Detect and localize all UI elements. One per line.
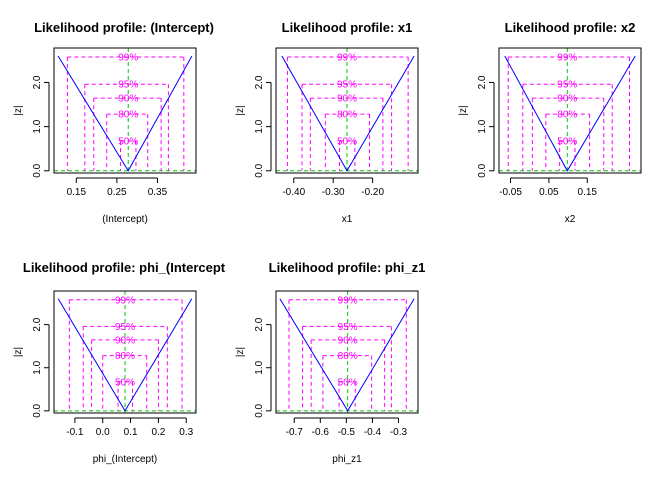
x-tick-label: -0.6 <box>312 427 330 438</box>
profile-line <box>504 55 636 172</box>
y-axis-label: |z| <box>13 347 24 357</box>
x-tick-label: -0.1 <box>66 427 84 438</box>
plot-frame <box>53 47 197 174</box>
x-tick-label: 0.2 <box>151 427 165 438</box>
y-tick-label: 2.0 <box>477 75 488 89</box>
x-tick-label: -0.40 <box>282 187 305 198</box>
y-tick-label: 0.0 <box>32 403 43 417</box>
profile-line <box>57 55 193 172</box>
level-label: 99% <box>557 53 577 64</box>
y-tick-label: 2.0 <box>254 317 265 331</box>
plot-frame <box>53 290 197 414</box>
y-tick-label: 1.0 <box>254 119 265 133</box>
x-tick-label: 0.15 <box>67 187 87 198</box>
level-label: 95% <box>337 80 357 91</box>
y-tick-label: 1.0 <box>477 119 488 133</box>
level-label: 80% <box>338 351 358 362</box>
level-label: 80% <box>337 110 357 121</box>
level-label: 80% <box>118 110 138 121</box>
x-tick-label: -0.05 <box>499 187 522 198</box>
y-tick-label: 1.0 <box>254 360 265 374</box>
x-tick-label: 0.05 <box>539 187 559 198</box>
level-label: 95% <box>338 322 358 333</box>
y-tick-label: 0.0 <box>477 163 488 177</box>
level-label: 99% <box>337 53 357 64</box>
chart-panel-4: Likelihood profile: phi_(Intercept 50% 80%… <box>13 260 226 465</box>
x-tick-label: -0.3 <box>390 427 408 438</box>
x-tick-label: 0.15 <box>578 187 598 198</box>
x-tick-label: 0.1 <box>124 427 138 438</box>
x-tick-label: -0.7 <box>286 427 304 438</box>
y-tick-label: 1.0 <box>32 119 43 133</box>
x-tick-label: 0.35 <box>148 187 168 198</box>
y-tick-label: 2.0 <box>32 317 43 331</box>
plot-area: 50% 80% 90% 95% 99% <box>54 291 196 413</box>
y-tick-label: 2.0 <box>254 75 265 89</box>
x-axis-label: x1 <box>342 214 353 225</box>
y-tick-label: 0.0 <box>254 163 265 177</box>
chart-panel-2: Likelihood profile: x1 50% 80% 90% 95% 99% -0.… <box>235 20 419 225</box>
x-axis-label: phi_(Intercept) <box>93 454 157 465</box>
level-label: 80% <box>557 110 577 121</box>
level-label: 50% <box>338 377 358 388</box>
x-tick-label: -0.5 <box>338 427 356 438</box>
plot-area: 50% 80% 90% 95% 99% <box>276 291 418 413</box>
chart-panel-5: Likelihood profile: phi_z1 50% 80% 90% 95% 99… <box>235 260 425 465</box>
x-tick-label: -0.20 <box>361 187 384 198</box>
level-label: 90% <box>337 94 357 105</box>
chart-title: Likelihood profile: x2 <box>505 20 636 35</box>
profile-line <box>57 298 193 412</box>
level-label: 95% <box>115 322 135 333</box>
plot-area: 50% 80% 90% 95% 99% <box>499 48 641 173</box>
x-tick-label: -0.4 <box>364 427 382 438</box>
x-axis-label: (Intercept) <box>102 214 148 225</box>
level-label: 99% <box>338 295 358 306</box>
level-label: 99% <box>115 295 135 306</box>
level-label: 95% <box>557 80 577 91</box>
level-label: 99% <box>118 53 138 64</box>
level-label: 80% <box>115 351 135 362</box>
level-label: 90% <box>557 94 577 105</box>
y-axis-label: |z| <box>235 347 246 357</box>
y-axis-label: |z| <box>235 105 246 115</box>
plot-frame <box>275 47 419 174</box>
plot-frame <box>498 47 642 174</box>
x-axis-label: x2 <box>565 214 576 225</box>
x-axis-label: phi_z1 <box>332 454 362 465</box>
y-tick-label: 1.0 <box>32 360 43 374</box>
chart-title: Likelihood profile: phi_(Intercept <box>23 260 226 275</box>
level-label: 90% <box>115 335 135 346</box>
x-tick-label: 0.0 <box>96 427 110 438</box>
level-label: 50% <box>557 137 577 148</box>
chart-title: Likelihood profile: x1 <box>282 20 413 35</box>
plot-frame <box>275 290 419 414</box>
profile-line <box>279 298 415 412</box>
y-tick-label: 2.0 <box>32 75 43 89</box>
level-label: 50% <box>115 377 135 388</box>
level-label: 50% <box>118 137 138 148</box>
y-axis-label: |z| <box>458 105 469 115</box>
y-tick-label: 0.0 <box>32 163 43 177</box>
level-label: 50% <box>337 137 357 148</box>
chart-panel-1: Likelihood profile: (Intercept) 50% 80% 90%… <box>13 20 214 225</box>
chart-title: Likelihood profile: (Intercept) <box>34 20 214 35</box>
plot-area: 50% 80% 90% 95% 99% <box>276 48 418 173</box>
profile-line <box>281 55 415 172</box>
y-tick-label: 0.0 <box>254 403 265 417</box>
y-axis-label: |z| <box>13 105 24 115</box>
x-tick-label: -0.30 <box>322 187 345 198</box>
panels-group: Likelihood profile: (Intercept) 50% 80% 90%… <box>13 20 642 465</box>
level-label: 90% <box>338 335 358 346</box>
plot-area: 50% 80% 90% 95% 99% <box>54 48 196 173</box>
chart-panel-3: Likelihood profile: x2 50% 80% 90% 95% 99% -0.… <box>458 20 642 225</box>
x-tick-label: 0.3 <box>179 427 193 438</box>
level-label: 90% <box>118 94 138 105</box>
level-label: 95% <box>118 80 138 91</box>
x-tick-label: 0.25 <box>107 187 127 198</box>
chart-title: Likelihood profile: phi_z1 <box>269 260 426 275</box>
